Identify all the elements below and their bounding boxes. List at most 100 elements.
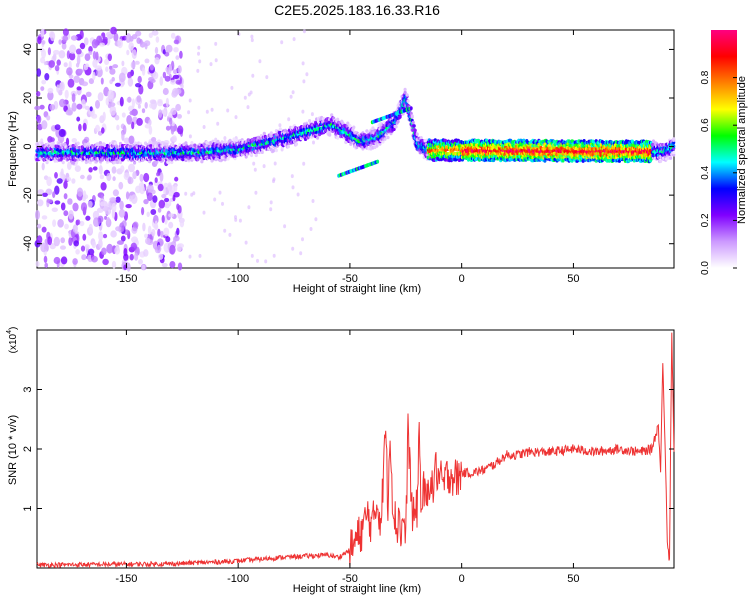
spectrogram-cell: [188, 98, 192, 103]
spectrogram-cell: [71, 93, 76, 103]
spectrogram-cell: [299, 251, 303, 256]
spectrogram-cell: [262, 164, 266, 169]
spectrogram-cell: [58, 39, 62, 45]
spectrogram-cell: [92, 71, 96, 81]
spectrogram-cell: [294, 142, 299, 146]
spectrogram-cell: [196, 68, 200, 73]
spectrogram-cell: [278, 127, 282, 131]
spectrogram-cell: [121, 112, 126, 118]
spectrogram-cell: [165, 97, 169, 108]
spectrogram-cell: [170, 107, 177, 115]
spectrogram-cell: [134, 60, 140, 65]
spectrogram-cell: [43, 61, 48, 66]
spectrogram-cell: [296, 192, 300, 197]
spectrogram-cell: [283, 224, 287, 229]
spectrogram-cell: [180, 83, 184, 89]
spectrogram-cell: [40, 28, 45, 38]
spectrogram-cell: [396, 119, 400, 124]
spectrogram-cell: [146, 192, 153, 202]
spectrogram-cell: [155, 36, 160, 43]
spectrogram-cell: [403, 90, 407, 95]
spectrogram-cell: [125, 191, 130, 200]
spectrogram-cell: [142, 222, 146, 232]
spectrogram-cell: [221, 201, 224, 206]
spectrogram-cell: [336, 136, 340, 140]
spectrogram-cell: [60, 202, 66, 211]
spectrogram-cell: [109, 105, 117, 116]
spectrogram-cell: [169, 261, 176, 269]
spectrogram-cell: [56, 84, 60, 93]
spectrogram-cell: [41, 215, 48, 220]
spectrogram-cell: [67, 78, 75, 88]
spectrogram-cell: [52, 219, 57, 227]
spectrogram-cell: [386, 135, 390, 140]
spectrogram-cell: [83, 64, 89, 71]
spectrogram-cell: [95, 65, 102, 71]
spectrogram-cell: [158, 199, 166, 209]
svg-text:(x104): (x104): [6, 327, 19, 354]
y-tick-label: 0: [22, 144, 34, 150]
spectrogram-cell: [177, 65, 182, 74]
spectrogram-cell: [163, 227, 170, 237]
spectrogram-cell: [137, 104, 141, 109]
spectrogram-cell: [79, 42, 86, 50]
spectrogram-cell: [174, 176, 179, 182]
spectrogram-cell: [118, 72, 126, 83]
spectrogram-cell: [106, 216, 110, 225]
spectrogram-cell: [66, 67, 73, 76]
spectrogram-cell: [81, 81, 89, 87]
spectrogram-cell: [413, 128, 417, 133]
spectrogram-cell: [91, 39, 99, 49]
spectrogram-cell: [112, 64, 119, 69]
spectrogram-cell: [226, 108, 230, 113]
spectrogram-cell: [97, 92, 104, 102]
spectrogram-cell: [309, 227, 313, 231]
spectrogram-cell: [187, 110, 191, 115]
spectrogram-cell: [76, 86, 82, 91]
spectrogram-cell: [47, 236, 53, 246]
spectrogram-cell: [254, 153, 258, 158]
spectrogram-cell: [111, 260, 117, 269]
spectrogram-cell: [672, 137, 676, 141]
spectrogram-cell: [209, 62, 213, 67]
spectrogram-cell: [169, 117, 173, 125]
spectrogram-cell: [72, 160, 76, 165]
x-tick-label: -100: [227, 573, 249, 585]
spectrogram-cell: [211, 139, 215, 144]
spectrogram-cell: [165, 44, 173, 53]
colorbar-gradient: [711, 30, 737, 268]
spectrogram-cell: [147, 184, 154, 193]
y-tick-label: 1: [22, 505, 34, 511]
spectrogram-cell: [121, 60, 125, 67]
spectrogram-cell: [36, 68, 42, 77]
spectrogram-cell: [167, 160, 171, 165]
spectrogram-cell: [119, 200, 124, 210]
spectrogram-cell: [406, 99, 410, 103]
spectrogram-cell: [126, 97, 132, 103]
spectrogram-cell: [143, 249, 149, 257]
spectrogram-cell: [56, 59, 61, 66]
spectrogram-cell: [144, 42, 148, 50]
spectrogram-cell: [232, 137, 236, 141]
spectrogram-cell: [76, 103, 83, 110]
spectrogram-cell: [157, 183, 164, 192]
spectrogram-cell: [113, 32, 119, 42]
spectrogram-cell: [216, 139, 220, 144]
spectrogram-cell: [202, 210, 206, 215]
spectrogram-cell: [63, 210, 69, 217]
spectrogram-cell: [110, 26, 117, 35]
spectrogram-cell: [190, 192, 194, 197]
spectrogram-cell: [72, 258, 78, 265]
spectrogram-cell: [153, 141, 157, 146]
spectrogram-cell: [88, 51, 93, 55]
spectrogram-cell: [316, 136, 320, 140]
spectrogram-cell: [271, 149, 275, 153]
spectrogram-cell: [131, 121, 135, 130]
spectrogram-cell: [48, 60, 55, 68]
spectrogram-cell: [107, 89, 114, 100]
colorbar-tick-label: 0.6: [700, 118, 711, 132]
spectrogram-cell: [247, 149, 251, 153]
spectrogram-cell: [129, 253, 134, 261]
y-tick-label: -40: [22, 236, 34, 252]
